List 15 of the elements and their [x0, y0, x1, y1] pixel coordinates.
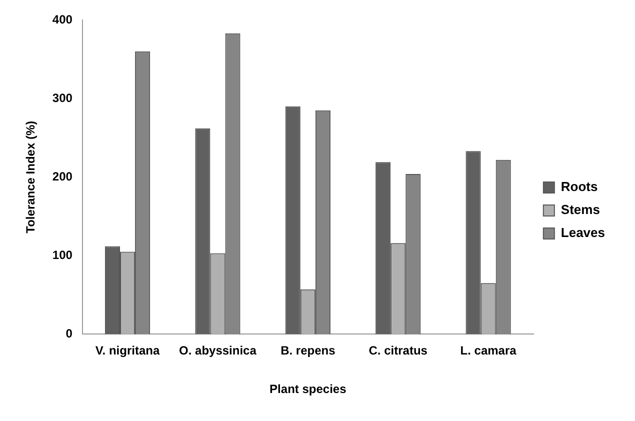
- x-axis-title: Plant species: [270, 382, 347, 396]
- y-tick-label: 200: [52, 169, 73, 184]
- y-tick-label: 300: [52, 90, 73, 105]
- y-tick-label: 400: [52, 12, 73, 26]
- y-tick-label: 100: [52, 248, 73, 262]
- x-tick-label: O. abyssinica: [179, 344, 257, 358]
- legend-label: Roots: [560, 179, 598, 194]
- x-tick-label: B. repens: [280, 344, 336, 358]
- x-tick-label: C. citratus: [368, 344, 428, 358]
- x-tick-label: L. camara: [460, 344, 517, 358]
- legend-label: Stems: [560, 202, 600, 218]
- y-tick-label: 0: [66, 326, 73, 341]
- legend-label: Leaves: [560, 225, 606, 240]
- x-tick-label: V. nigritana: [95, 344, 160, 358]
- y-axis-title: Tolerance Index (%): [24, 120, 38, 234]
